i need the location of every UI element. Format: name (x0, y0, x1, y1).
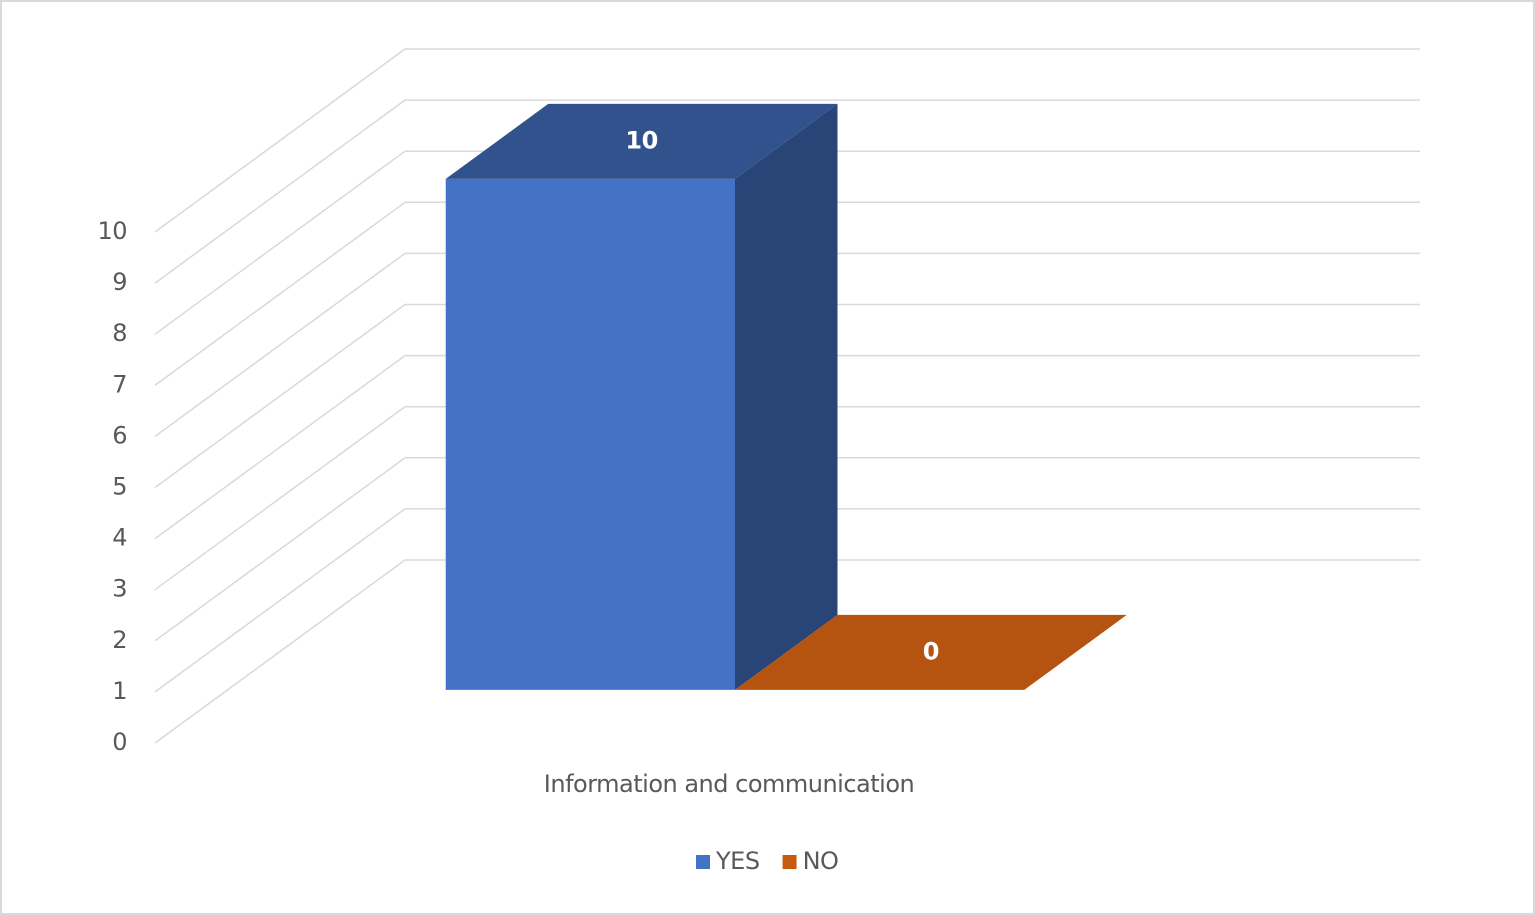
legend-label: YES (715, 847, 760, 875)
grid-line (154, 559, 406, 744)
y-tick-label: 6 (112, 421, 127, 449)
grid-line (154, 252, 406, 438)
y-tick-label: 3 (112, 575, 127, 603)
legend-swatch (696, 855, 710, 869)
y-tick-label: 10 (97, 217, 127, 245)
x-tick-label: Information and communication (544, 770, 914, 798)
grid-line (154, 457, 406, 642)
legend-label: NO (803, 847, 839, 875)
data-label: 0 (923, 637, 939, 665)
grid-line (154, 150, 406, 335)
y-tick-label: 4 (112, 524, 127, 552)
bar-side (735, 103, 838, 690)
y-tick-label: 7 (112, 370, 127, 398)
grid-line (154, 99, 406, 284)
legend-swatch (782, 855, 797, 869)
grid-line (154, 406, 406, 591)
grid-line (154, 48, 406, 233)
y-tick-label: 2 (112, 626, 127, 654)
bar-front (445, 178, 735, 690)
grid-line (154, 303, 406, 489)
bar-top (445, 103, 838, 179)
y-tick-label: 1 (112, 677, 127, 705)
grid-line (154, 201, 406, 386)
grid-line (154, 508, 406, 693)
bar (735, 614, 1127, 690)
bar (445, 103, 838, 690)
y-tick-label: 9 (112, 268, 127, 296)
bar-top (735, 614, 1127, 690)
y-tick-label: 0 (112, 728, 127, 756)
y-tick-label: 8 (112, 319, 127, 347)
grid-line (154, 354, 406, 540)
data-label: 10 (625, 126, 657, 154)
y-tick-label: 5 (112, 473, 127, 501)
